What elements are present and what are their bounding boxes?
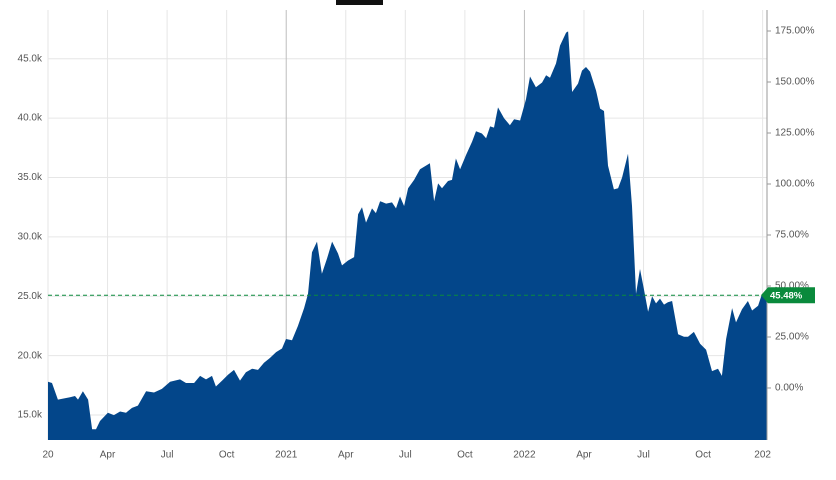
x-tick-label: Apr xyxy=(576,450,592,461)
x-tick-label: Jul xyxy=(637,450,650,461)
y-tick-label: 45.0k xyxy=(18,53,43,64)
y2-tick-label: 0.00% xyxy=(775,383,803,394)
x-tick-label: Jul xyxy=(399,450,412,461)
y2-tick-label: 125.00% xyxy=(775,128,815,139)
x-tick-label: 20 xyxy=(42,450,54,461)
y2-tick-label: 50.00% xyxy=(775,281,809,292)
x-tick-label: Apr xyxy=(338,450,354,461)
y2-tick-label: 150.00% xyxy=(775,77,815,88)
x-tick-label: 202 xyxy=(754,450,771,461)
price-area xyxy=(48,31,767,441)
x-tick-label: Apr xyxy=(100,450,116,461)
y2-tick-label: 25.00% xyxy=(775,332,809,343)
x-tick-label: Jul xyxy=(161,450,174,461)
y-tick-label: 20.0k xyxy=(18,350,43,361)
x-tick-label: Oct xyxy=(219,450,235,461)
reference-label: 45.48% xyxy=(770,291,803,302)
y-tick-label: 35.0k xyxy=(18,172,43,183)
y2-tick-label: 75.00% xyxy=(775,230,809,241)
x-tick-label: 2022 xyxy=(513,450,536,461)
y-tick-label: 25.0k xyxy=(18,291,43,302)
reference-tag xyxy=(761,287,815,304)
x-tick-label: 2021 xyxy=(275,450,298,461)
y-tick-label: 15.0k xyxy=(18,410,43,421)
y2-tick-label: 175.00% xyxy=(775,26,815,37)
y-tick-label: 30.0k xyxy=(18,232,43,243)
top-tab xyxy=(336,0,383,5)
y2-tick-label: 100.00% xyxy=(775,179,815,190)
x-tick-label: Oct xyxy=(695,450,711,461)
y-tick-label: 40.0k xyxy=(18,113,43,124)
x-tick-label: Oct xyxy=(457,450,473,461)
